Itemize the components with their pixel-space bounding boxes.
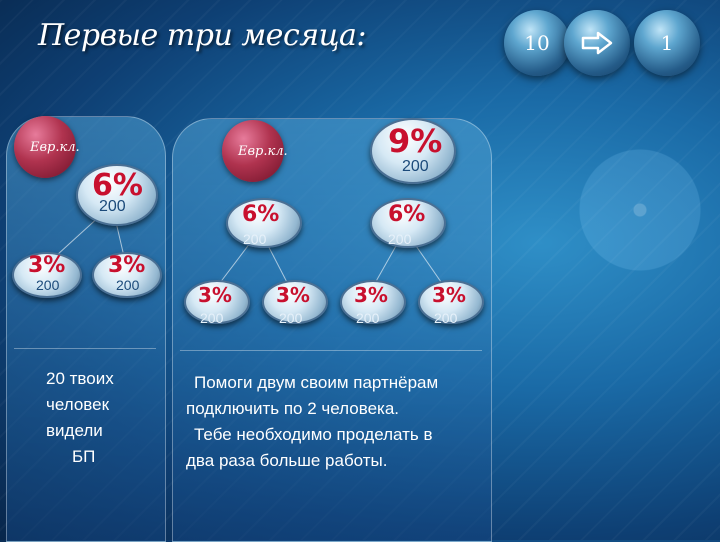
next-slide-button[interactable]	[564, 10, 630, 76]
total-slides-button[interactable]: 1	[634, 10, 700, 76]
left-level2-amount: 200	[36, 277, 60, 293]
right-note-line: Помоги двум своим партнёрам	[194, 373, 439, 392]
left-root-mark	[14, 116, 76, 178]
right-level2-node	[184, 280, 250, 324]
right-note: Помоги двум своим партнёрам подключить п…	[186, 370, 486, 474]
right-note-line: два раза больше работы.	[186, 451, 388, 470]
left-level1-amount: 200	[99, 198, 126, 215]
right-level2-amount: 200	[434, 310, 458, 326]
right-level2-node	[418, 280, 484, 324]
left-level1-percent: 6%	[92, 168, 143, 203]
right-top-percent: 9%	[388, 122, 443, 160]
left-level2-percent: 3%	[28, 253, 66, 278]
right-level2-percent: 3%	[276, 283, 310, 307]
right-note-line: подключить по 2 человека.	[186, 399, 400, 418]
left-note-line: 20 твоих	[46, 369, 114, 388]
right-level2-percent: 3%	[198, 283, 232, 307]
right-level2-node	[340, 280, 406, 324]
page-number-label: 10	[524, 31, 550, 55]
left-note-line: видели	[46, 421, 103, 440]
left-level2-percent: 3%	[108, 253, 146, 278]
left-level2-node	[92, 252, 162, 298]
left-divider	[14, 348, 156, 349]
left-level2-amount: 200	[116, 277, 140, 293]
page-number-button[interactable]: 10	[504, 10, 570, 76]
right-level1-amount: 200	[243, 231, 267, 247]
left-note-line: человек	[46, 395, 110, 414]
arrow-right-icon	[581, 31, 613, 55]
right-level2-amount: 200	[200, 310, 224, 326]
left-note-line: БП	[72, 447, 96, 466]
total-slides-label: 1	[660, 31, 674, 55]
right-level2-amount: 200	[356, 310, 380, 326]
right-level2-amount: 200	[279, 310, 303, 326]
left-root-label: Евр.кл.	[30, 140, 80, 155]
right-level1-node	[370, 198, 446, 248]
left-note: 20 твоих человек видели БП	[46, 366, 156, 470]
right-level2-percent: 3%	[354, 283, 388, 307]
right-root-label: Евр.кл.	[238, 144, 288, 159]
right-level1-node	[226, 198, 302, 248]
right-note-line: Тебе необходимо проделать в	[194, 425, 433, 444]
left-level2-node	[12, 252, 82, 298]
right-level1-percent: 6%	[388, 202, 426, 227]
right-top-node	[370, 118, 456, 184]
right-level1-percent: 6%	[242, 202, 280, 227]
right-divider	[180, 350, 482, 351]
right-level2-percent: 3%	[432, 283, 466, 307]
left-level1-node	[76, 164, 158, 226]
right-top-amount: 200	[402, 158, 429, 175]
slide-title: Первые три месяца:	[38, 18, 367, 53]
right-level2-node	[262, 280, 328, 324]
right-panel	[172, 118, 492, 542]
right-root-mark	[222, 120, 284, 182]
right-level1-amount: 200	[388, 231, 412, 247]
